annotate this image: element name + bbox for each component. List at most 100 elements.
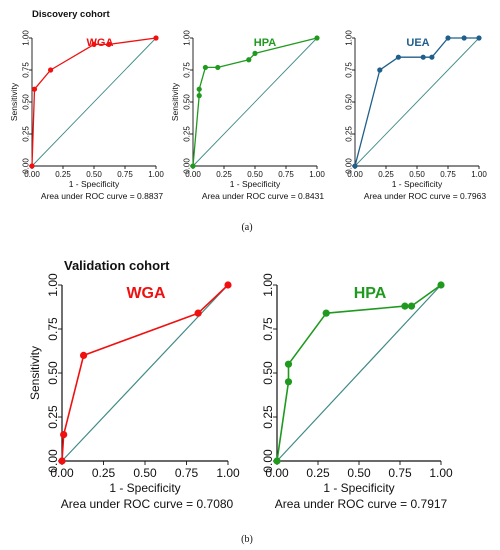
discovery-uea-x-axis-label: 1 - Specificity [392, 179, 443, 189]
validation-hpa-roc-point-2 [284, 360, 293, 368]
validation-wga-chart: 0.00 0.25 0.50 0.75 1.00 0.00 0.25 0.50 0.75 1.00… [28, 273, 240, 511]
discovery-wga-roc-point-5 [153, 35, 159, 41]
discovery-hpa-y-tick-label: 0.00 [183, 158, 192, 174]
validation-hpa-roc-point-4 [401, 302, 409, 310]
validation-hpa-y-tick-label: 0.00 [261, 449, 275, 473]
discovery-uea-roc-point-6 [461, 35, 467, 41]
discovery-hpa-roc-point-4 [215, 64, 221, 71]
validation-wga-roc-point-4 [224, 281, 232, 289]
validation-wga-x-tick-label: 0.50 [133, 466, 157, 480]
discovery-uea-roc-point-2 [395, 54, 401, 60]
validation-hpa-y-tick-label: 0.25 [261, 405, 275, 429]
validation-hpa-series-name: HPA [354, 285, 387, 302]
discovery-wga-reference-diagonal [31, 37, 157, 167]
caption-b: (b) [241, 534, 253, 545]
discovery-wga-roc-point-3 [91, 41, 97, 48]
discovery-uea-x-tick-label: 0.50 [409, 170, 425, 179]
validation-hpa-roc-point-6 [437, 281, 445, 289]
discovery-uea-x-tick-label: 1.00 [471, 170, 487, 179]
validation-cohort-title: Validation cohort [64, 258, 170, 273]
discovery-hpa-roc-point-3 [202, 64, 208, 71]
discovery-wga-x-axis-label: 1 - Specificity [69, 179, 120, 189]
validation-wga-y-tick-label: 0.50 [46, 361, 60, 385]
validation-wga-y-tick-label: 0.00 [46, 449, 60, 473]
validation-hpa-y-tick-label: 1.00 [261, 273, 275, 297]
discovery-uea-roc-point-4 [429, 54, 435, 60]
discovery-uea-roc-point-3 [420, 54, 426, 60]
validation-wga-roc-point-3 [194, 309, 202, 317]
discovery-wga-roc-point-0 [29, 163, 35, 169]
discovery-wga-roc-point-4 [106, 41, 112, 48]
discovery-uea-roc-point-5 [445, 35, 451, 41]
validation-wga-x-axis-label: 1 - Specificity [109, 481, 180, 495]
validation-wga-reference-diagonal [61, 284, 229, 462]
discovery-hpa-x-tick-label: 1.00 [309, 170, 325, 179]
validation-wga-series-name: WGA [126, 285, 166, 302]
discovery-hpa-x-tick-label: 0.00 [185, 170, 201, 179]
discovery-uea-roc-curve [354, 37, 479, 167]
validation-wga-y-tick-label: 1.00 [46, 273, 60, 297]
discovery-wga-y-axis-label: Sensitivity [9, 82, 19, 121]
discovery-hpa-roc-point-0 [190, 163, 196, 169]
discovery-hpa-series-name: HPA [254, 37, 276, 49]
discovery-hpa-y-tick-label: 0.25 [183, 126, 192, 142]
discovery-uea-auc-label: Area under ROC curve = 0.7963 [364, 191, 486, 201]
validation-wga-y-tick-label: 0.75 [46, 317, 60, 341]
validation-wga-auc-label: Area under ROC curve = 0.7080 [61, 497, 234, 511]
discovery-wga-x-tick-label: 0.50 [86, 170, 102, 179]
discovery-wga-x-tick-label: 1.00 [148, 170, 164, 179]
discovery-wga-roc-point-2 [48, 67, 54, 73]
validation-hpa-reference-diagonal [276, 284, 442, 462]
validation-wga-roc-point-2 [79, 351, 88, 359]
validation-hpa-chart: 0.00 0.25 0.50 0.75 1.00 0.00 0.25 0.50 0.75 1.00… [261, 273, 453, 511]
validation-hpa-x-axis-label: 1 - Specificity [323, 481, 394, 495]
validation-wga-y-tick-label: 0.25 [46, 405, 60, 429]
validation-hpa-roc-point-5 [407, 302, 416, 310]
discovery-wga-y-tick-label: 0.50 [22, 94, 31, 110]
discovery-cohort-title: Discovery cohort [32, 9, 110, 20]
validation-wga-x-tick-label: 0.25 [92, 466, 116, 480]
discovery-uea-series-name: UEA [406, 37, 429, 49]
validation-hpa-roc-point-1 [284, 378, 293, 386]
validation-wga-y-axis-label: Sensitivity [28, 346, 42, 400]
discovery-wga-chart: 0.00 0.25 0.50 0.75 1.00 0.00 0.25 0.50 0.75 1.00… [9, 30, 164, 201]
discovery-hpa-y-axis-label: Sensitivity [170, 82, 180, 121]
validation-wga-x-tick-label: 1.00 [216, 466, 240, 480]
discovery-uea-roc-point-7 [476, 35, 482, 41]
discovery-wga-roc-point-1 [31, 86, 38, 92]
discovery-hpa-x-tick-label: 0.75 [278, 170, 294, 179]
discovery-uea-roc-point-0 [352, 163, 358, 169]
validation-hpa-roc-point-3 [322, 309, 330, 317]
validation-hpa-x-tick-label: 0.75 [388, 466, 412, 480]
discovery-hpa-roc-point-6 [252, 50, 258, 56]
discovery-hpa-roc-point-1 [196, 93, 202, 99]
discovery-uea-y-tick-label: 0.00 [345, 158, 354, 174]
discovery-hpa-roc-point-2 [196, 86, 202, 92]
discovery-hpa-y-tick-label: 0.75 [183, 62, 192, 78]
discovery-hpa-x-tick-label: 0.25 [216, 170, 232, 179]
discovery-hpa-y-tick-label: 0.50 [183, 94, 192, 110]
discovery-hpa-auc-label: Area under ROC curve = 0.8431 [202, 191, 324, 201]
discovery-uea-roc-point-1 [377, 67, 383, 73]
discovery-uea-y-tick-label: 0.75 [345, 62, 354, 78]
discovery-hpa-x-tick-label: 0.50 [247, 170, 263, 179]
validation-wga-x-tick-label: 0.75 [175, 466, 199, 480]
discovery-wga-roc-curve [31, 37, 157, 167]
discovery-hpa-reference-diagonal [192, 37, 318, 167]
validation-wga-roc-point-1 [60, 431, 68, 439]
validation-hpa-y-tick-label: 0.75 [261, 317, 275, 341]
discovery-uea-y-tick-label: 1.00 [345, 30, 354, 46]
discovery-uea-x-tick-label: 0.25 [378, 170, 394, 179]
discovery-wga-y-tick-label: 0.75 [22, 62, 31, 78]
discovery-wga-x-tick-label: 0.25 [55, 170, 71, 179]
discovery-wga-y-tick-label: 1.00 [22, 30, 31, 46]
discovery-uea-x-tick-label: 0.00 [347, 170, 363, 179]
discovery-wga-y-tick-label: 0.00 [22, 158, 31, 174]
discovery-uea-reference-diagonal [354, 37, 480, 167]
validation-hpa-auc-label: Area under ROC curve = 0.7917 [275, 497, 448, 511]
discovery-wga-auc-label: Area under ROC curve = 0.8837 [41, 191, 163, 201]
validation-hpa-x-tick-label: 0.00 [265, 466, 289, 480]
validation-hpa-x-tick-label: 0.50 [347, 466, 371, 480]
validation-hpa-roc-point-0 [273, 457, 281, 465]
